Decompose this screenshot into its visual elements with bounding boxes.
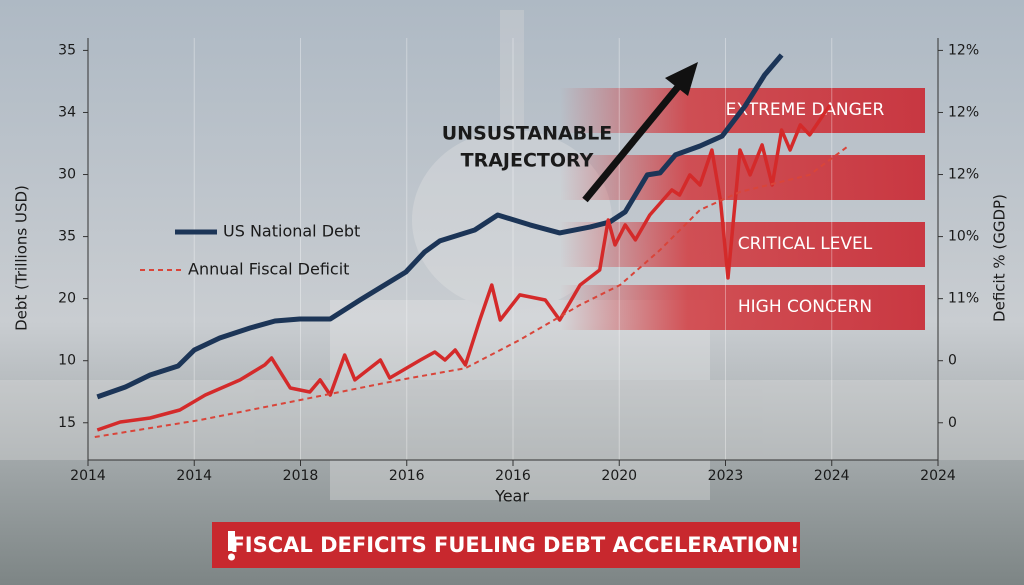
y2-tick-label: 0 <box>948 353 957 369</box>
banner-box <box>212 522 800 568</box>
series-line <box>96 53 784 400</box>
y-tick-label: 20 <box>58 291 76 307</box>
capitol-silhouette <box>0 10 1024 500</box>
legend-label: Annual Fiscal Deficit <box>188 260 349 279</box>
y-tick-label: 15 <box>58 415 76 431</box>
legend-label: US National Debt <box>223 222 360 241</box>
y-tick-label: 30 <box>58 167 76 183</box>
exclamation-icon <box>228 531 235 551</box>
x-tick-label: 2016 <box>389 468 425 484</box>
zone-label: EXTREME DANGER <box>726 100 885 120</box>
annotation: TRAJECTORY <box>461 150 594 172</box>
exclamation-dot <box>228 553 235 561</box>
y2-tick-label: 0 <box>948 415 957 431</box>
annotation: UNSUSTANABLE <box>442 123 613 145</box>
zone-label: HIGH CONCERN <box>738 297 872 317</box>
danger-zone <box>560 222 925 267</box>
x-tick-label: 2023 <box>708 468 744 484</box>
danger-zone <box>560 155 925 200</box>
danger-zone <box>560 285 925 330</box>
x-axis-label: Year <box>494 487 529 506</box>
x-tick-label: 2024 <box>920 468 956 484</box>
series-line <box>94 144 851 438</box>
series-line <box>96 103 832 432</box>
y-tick-label: 35 <box>58 42 76 58</box>
x-tick-label: 2020 <box>601 468 637 484</box>
y2-tick-label: 12% <box>948 42 979 58</box>
y-tick-label: 10 <box>58 353 76 369</box>
plot: EXTREME DANGER CRITICAL LEVEL HIGH CONCERN… <box>58 38 979 484</box>
y2-tick-label: 10% <box>948 229 979 245</box>
y2-tick-label: 12% <box>948 167 979 183</box>
x-tick-label: 2018 <box>283 468 319 484</box>
x-tick-label: 2014 <box>70 468 106 484</box>
trend-arrowhead <box>665 62 698 96</box>
x-tick-label: 2024 <box>814 468 850 484</box>
y2-tick-label: 12% <box>948 104 979 120</box>
x-tick-label: 2016 <box>495 468 531 484</box>
trend-arrow <box>582 79 685 203</box>
y-tick-label: 34 <box>58 104 76 120</box>
zone-label: CRITICAL LEVEL <box>738 234 873 254</box>
y2-tick-label: 11% <box>948 291 979 307</box>
y-axis-label: Debt (Trillions USD) <box>13 185 31 331</box>
y2-axis-label: Deficit % (GGDP) <box>991 194 1009 322</box>
x-tick-label: 2014 <box>176 468 212 484</box>
banner-text: FISCAL DEFICITS FUELING DEBT ACCELERATIO… <box>230 533 799 557</box>
y-tick-label: 35 <box>58 229 76 245</box>
